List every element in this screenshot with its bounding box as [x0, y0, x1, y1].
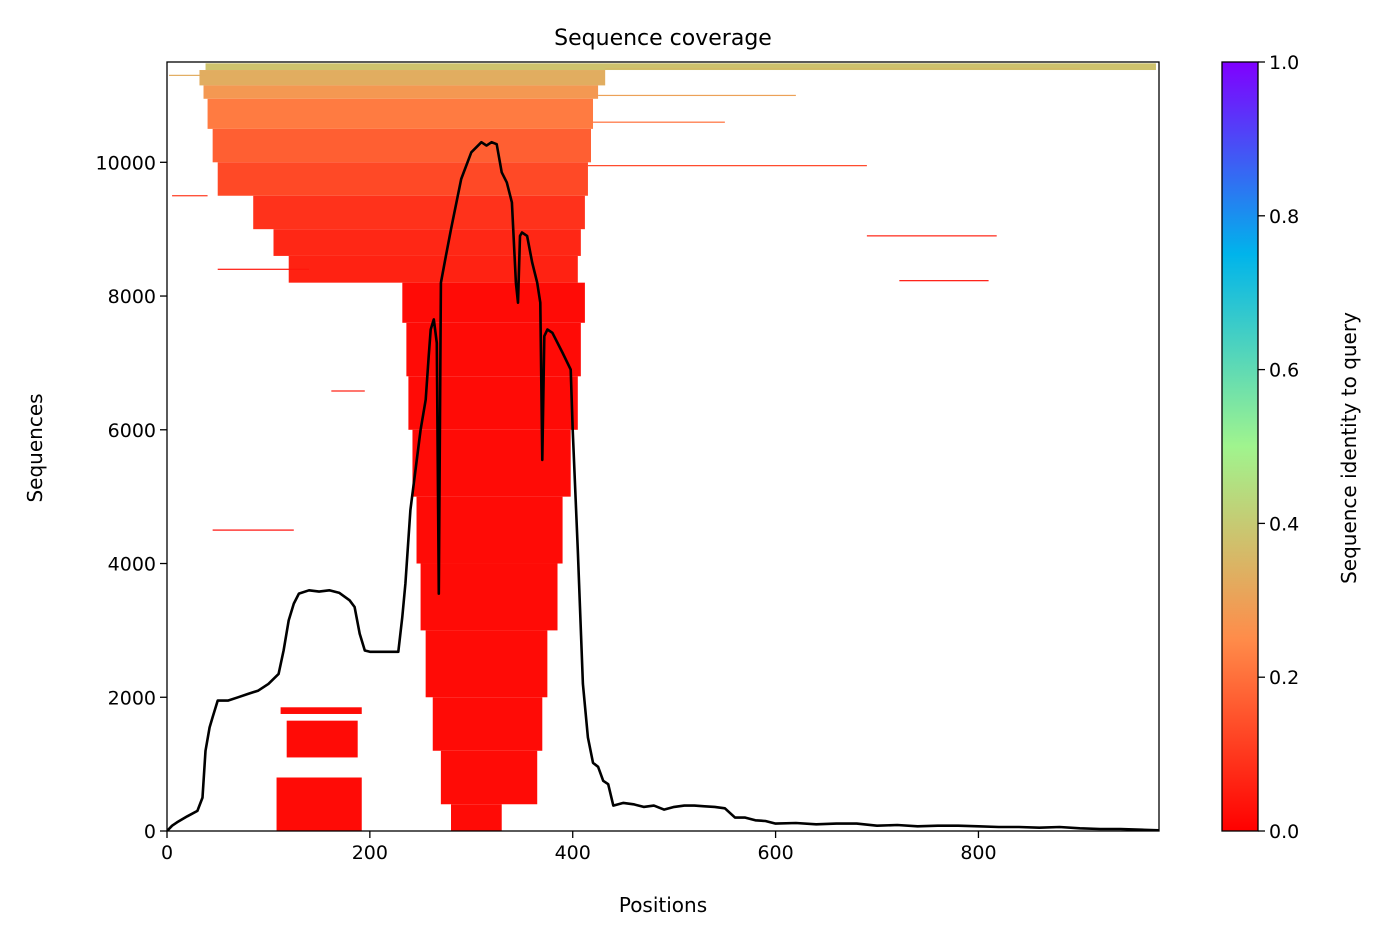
alignment-segment [598, 94, 796, 97]
colorbar-tick-label: 0.0 [1269, 821, 1299, 843]
alignment-segment [593, 121, 725, 123]
x-tick-label: 0 [161, 842, 173, 864]
x-tick-label: 200 [352, 842, 388, 864]
x-axis: 0 200 400 600 800 [161, 831, 997, 864]
coverage-line [167, 140, 1159, 831]
colorbar-tick-label: 0.8 [1269, 206, 1299, 228]
coverage-band [440, 750, 538, 805]
plot-area [167, 63, 1159, 831]
y-tick-label: 6000 [108, 420, 156, 442]
chart-title: Sequence coverage [554, 26, 772, 51]
coverage-band [412, 429, 571, 497]
coverage-band [217, 162, 588, 196]
colorbar-label: Sequence identity to query [1337, 312, 1361, 584]
coverage-band [416, 496, 563, 564]
y-axis-label: Sequences [23, 393, 47, 502]
coverage-heatmap [199, 63, 1156, 831]
coverage-band [203, 85, 599, 99]
sparse-alignments [169, 68, 1080, 531]
x-tick-label: 800 [960, 842, 996, 864]
alignment-segment [172, 195, 208, 197]
coverage-band [432, 697, 543, 751]
x-axis-label: Positions [619, 893, 707, 917]
plot-frame [166, 61, 1160, 832]
alignment-segment [587, 165, 867, 167]
coverage-band [276, 777, 362, 831]
colorbar-axis: 0.0 0.2 0.4 0.6 0.8 1.0 [1258, 52, 1299, 843]
alignment-segment [605, 68, 1080, 70]
alignment-segment [331, 390, 365, 392]
alignment-segment [899, 280, 989, 282]
x-tick-label: 600 [757, 842, 793, 864]
alignment-segment [169, 74, 206, 76]
coverage-band [406, 322, 581, 377]
coverage-band [286, 720, 358, 758]
y-tick-label: 0 [144, 821, 156, 843]
colorbar-tick-label: 0.2 [1269, 667, 1299, 689]
y-tick-label: 8000 [108, 286, 156, 308]
colorbar [1221, 61, 1259, 832]
x-tick-label: 400 [555, 842, 591, 864]
coverage-band [425, 630, 548, 698]
coverage-band [280, 707, 362, 714]
coverage-band [402, 282, 585, 323]
y-tick-label: 2000 [108, 687, 156, 709]
coverage-band [408, 376, 578, 430]
colorbar-tick-label: 0.4 [1269, 513, 1299, 535]
y-tick-label: 4000 [108, 554, 156, 576]
y-tick-label: 10000 [96, 152, 156, 174]
coverage-band [253, 195, 585, 230]
y-axis: 0 2000 4000 6000 8000 10000 [96, 152, 167, 843]
alignment-segment [212, 529, 294, 531]
coverage-band [288, 255, 578, 283]
coverage-band [420, 563, 558, 631]
alignment-segment [217, 268, 310, 270]
colorbar-tick-label: 0.6 [1269, 360, 1299, 382]
coverage-band [207, 98, 594, 129]
coverage-band [212, 128, 591, 163]
coverage-band [205, 63, 1156, 71]
coverage-band [199, 70, 606, 86]
coverage-band [273, 229, 581, 256]
alignment-segment [866, 235, 997, 237]
colorbar-tick-label: 1.0 [1269, 52, 1299, 74]
coverage-band [451, 804, 502, 831]
